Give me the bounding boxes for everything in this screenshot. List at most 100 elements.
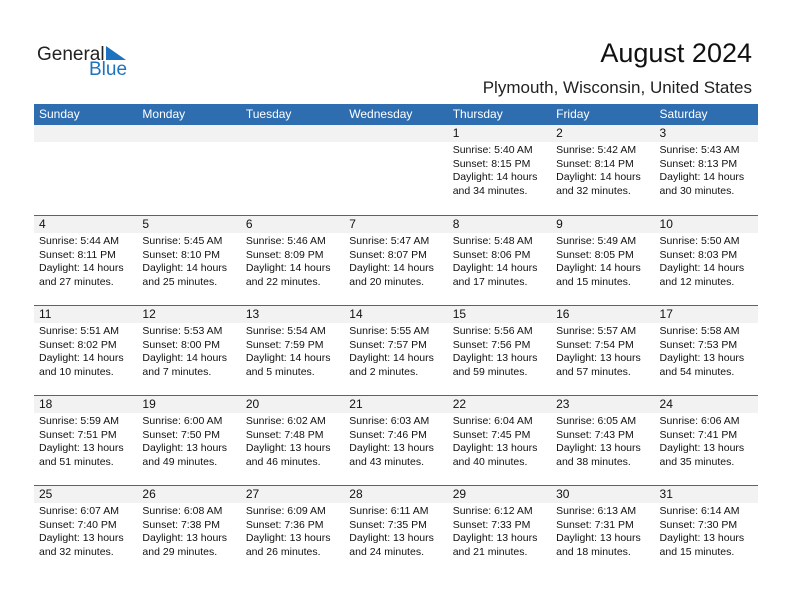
weekday-monday: Monday (142, 107, 186, 121)
sunrise-text: Sunrise: 5:50 AM (659, 235, 740, 247)
day-cell: 24 Sunrise: 6:06 AM Sunset: 7:41 PM Dayligh… (655, 396, 758, 469)
day-number: 7 (349, 217, 356, 231)
daylight-text: Daylight: 14 hours (659, 262, 745, 274)
daylight-text: and 15 minutes. (556, 275, 631, 288)
sunset-text: Sunset: 7:43 PM (556, 428, 634, 441)
day-number: 11 (39, 307, 52, 321)
sunrise-text: Sunrise: 5:44 AM (39, 235, 119, 247)
sunset-text: Sunset: 7:53 PM (659, 338, 738, 351)
day-number: 16 (556, 307, 570, 321)
sunrise-text: Sunrise: 6:08 AM (142, 505, 223, 517)
page-title: August 2024 (600, 38, 752, 68)
day-cell: 7 Sunrise: 5:47 AM Sunset: 8:07 PM Daylight… (344, 216, 447, 289)
daylight-text: and 18 minutes. (556, 545, 631, 558)
daylight-text: Daylight: 14 hours (659, 171, 745, 183)
daylight-text: and 32 minutes. (556, 184, 631, 197)
logo-triangle-icon (106, 46, 126, 60)
sunset-text: Sunset: 8:13 PM (659, 157, 738, 170)
day-number: 1 (452, 126, 460, 140)
daylight-text: Daylight: 13 hours (245, 442, 331, 454)
sunset-text: Sunset: 7:45 PM (452, 428, 531, 441)
sunset-text: Sunset: 7:40 PM (39, 518, 117, 531)
sunset-text: Sunset: 8:03 PM (659, 248, 738, 261)
sunset-text: Sunset: 7:31 PM (556, 518, 634, 531)
location-subtitle: Plymouth, Wisconsin, United States (482, 78, 752, 97)
sunset-text: Sunset: 7:30 PM (659, 518, 738, 531)
day-cell: 9 Sunrise: 5:49 AM Sunset: 8:05 PM Daylight… (551, 216, 654, 289)
sunset-text: Sunset: 7:56 PM (452, 338, 531, 351)
sunset-text: Sunset: 7:38 PM (142, 518, 221, 531)
sunset-text: Sunset: 7:54 PM (556, 338, 634, 351)
empty-day-cell (137, 125, 240, 198)
sunrise-text: Sunrise: 6:06 AM (659, 415, 740, 427)
daylight-text: Daylight: 14 hours (142, 352, 228, 364)
daylight-text: Daylight: 13 hours (142, 442, 228, 454)
daylight-text: and 38 minutes. (556, 455, 631, 468)
daylight-text: and 21 minutes. (452, 545, 528, 558)
daylight-text: and 27 minutes. (39, 275, 114, 288)
sunrise-text: Sunrise: 5:59 AM (39, 415, 119, 427)
daylight-text: Daylight: 13 hours (452, 442, 538, 454)
day-cell: 26 Sunrise: 6:08 AM Sunset: 7:38 PM Dayligh… (137, 486, 240, 559)
empty-day-cell (344, 125, 447, 198)
sunrise-text: Sunrise: 5:51 AM (39, 325, 119, 337)
day-number: 4 (39, 217, 46, 231)
week-row: 4 Sunrise: 5:44 AM Sunset: 8:11 PM Daylight… (34, 215, 758, 305)
day-number: 31 (659, 487, 673, 501)
daylight-text: and 29 minutes. (142, 545, 218, 558)
sunrise-text: Sunrise: 5:57 AM (556, 325, 637, 337)
day-cell: 1 Sunrise: 5:40 AM Sunset: 8:15 PM Daylight… (448, 125, 551, 198)
day-number: 20 (245, 397, 260, 411)
week-row: 11 Sunrise: 5:51 AM Sunset: 8:02 PM Dayligh… (34, 305, 758, 395)
date-band (34, 486, 758, 503)
daylight-text: and 34 minutes. (452, 184, 528, 197)
day-cell: 10 Sunrise: 5:50 AM Sunset: 8:03 PM Dayligh… (655, 216, 758, 289)
day-cell: 11 Sunrise: 5:51 AM Sunset: 8:02 PM Dayligh… (34, 306, 137, 379)
daylight-text: Daylight: 13 hours (659, 442, 745, 454)
daylight-text: Daylight: 14 hours (39, 262, 124, 274)
sunset-text: Sunset: 7:51 PM (39, 428, 117, 441)
day-cell: 21 Sunrise: 6:03 AM Sunset: 7:46 PM Dayligh… (344, 396, 447, 469)
date-band (34, 216, 758, 233)
daylight-text: Daylight: 13 hours (659, 532, 745, 544)
empty-day-cell (34, 125, 137, 198)
day-number: 2 (556, 126, 563, 140)
sunset-text: Sunset: 7:48 PM (245, 428, 324, 441)
weekday-wednesday: Wednesday (349, 107, 413, 121)
day-number: 10 (659, 217, 673, 231)
day-number: 29 (452, 487, 467, 501)
date-band (34, 125, 758, 142)
daylight-text: Daylight: 13 hours (39, 442, 124, 454)
sunset-text: Sunset: 7:57 PM (349, 338, 427, 351)
day-cell: 6 Sunrise: 5:46 AM Sunset: 8:09 PM Daylight… (241, 216, 344, 289)
daylight-text: Daylight: 14 hours (349, 352, 434, 364)
day-number: 19 (142, 397, 156, 411)
daylight-text: and 40 minutes. (452, 455, 528, 468)
daylight-text: Daylight: 13 hours (349, 532, 434, 544)
sunset-text: Sunset: 7:50 PM (142, 428, 221, 441)
day-number: 25 (39, 487, 53, 501)
day-number: 23 (556, 397, 570, 411)
daylight-text: and 54 minutes. (659, 365, 735, 378)
daylight-text: Daylight: 14 hours (245, 262, 331, 274)
weekday-friday: Friday (556, 107, 590, 121)
daylight-text: Daylight: 14 hours (142, 262, 228, 274)
sunset-text: Sunset: 8:11 PM (39, 248, 116, 261)
day-cell: 16 Sunrise: 5:57 AM Sunset: 7:54 PM Dayligh… (551, 306, 654, 379)
day-number: 17 (659, 307, 673, 321)
date-band (34, 306, 758, 323)
sunset-text: Sunset: 7:33 PM (452, 518, 531, 531)
empty-day-cell (241, 125, 344, 198)
sunrise-text: Sunrise: 5:54 AM (245, 325, 326, 337)
day-cell: 29 Sunrise: 6:12 AM Sunset: 7:33 PM Dayligh… (448, 486, 551, 559)
day-cell: 20 Sunrise: 6:02 AM Sunset: 7:48 PM Dayligh… (241, 396, 344, 469)
daylight-text: Daylight: 13 hours (349, 442, 434, 454)
sunrise-text: Sunrise: 6:04 AM (452, 415, 533, 427)
daylight-text: Daylight: 14 hours (452, 262, 538, 274)
day-number: 12 (142, 307, 156, 321)
day-cell: 28 Sunrise: 6:11 AM Sunset: 7:35 PM Dayligh… (344, 486, 447, 559)
daylight-text: Daylight: 14 hours (556, 262, 641, 274)
daylight-text: and 49 minutes. (142, 455, 218, 468)
sunset-text: Sunset: 8:09 PM (245, 248, 324, 261)
daylight-text: and 26 minutes. (245, 545, 321, 558)
